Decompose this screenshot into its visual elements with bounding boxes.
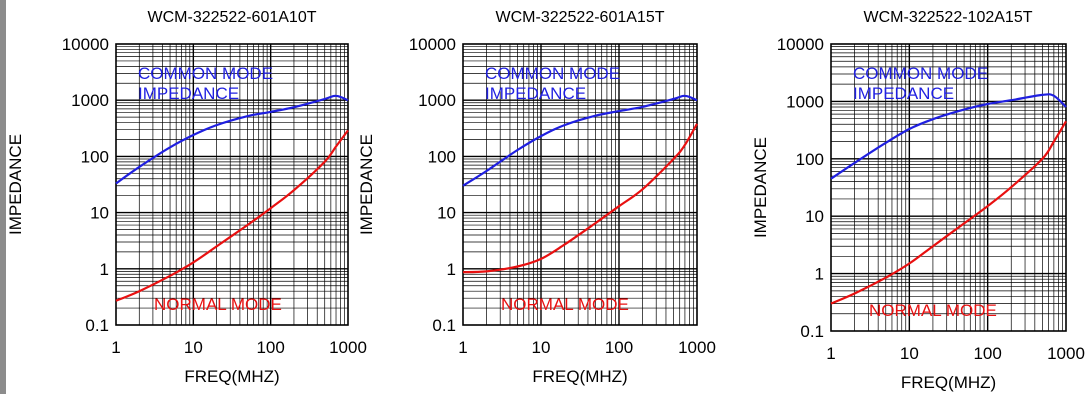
x-tick-label: 1 bbox=[458, 338, 467, 357]
x-tick-label: 10 bbox=[900, 344, 919, 363]
plot-frame bbox=[115, 43, 349, 326]
chart-title: WCM-322522-601A15T bbox=[496, 9, 665, 26]
plot-frame bbox=[830, 43, 1067, 332]
y-tick-label: 10 bbox=[437, 204, 456, 223]
x-axis-label: FREQ(MHZ) bbox=[901, 373, 996, 392]
annotation-common-mode: COMMON MODE bbox=[485, 64, 620, 83]
y-tick-label: 1 bbox=[447, 260, 456, 279]
y-tick-label: 10 bbox=[90, 204, 109, 223]
y-tick-label: 0.1 bbox=[85, 316, 109, 335]
y-tick-label: 1 bbox=[100, 260, 109, 279]
y-tick-label: 10000 bbox=[62, 35, 109, 54]
x-tick-label: 100 bbox=[973, 344, 1001, 363]
annotation-normal-mode: NORMAL MODE bbox=[501, 295, 629, 314]
y-tick-label: 10000 bbox=[409, 35, 456, 54]
y-tick-label: 1 bbox=[815, 265, 824, 284]
series-normal-mode bbox=[462, 123, 698, 274]
y-tick-label: 0.1 bbox=[432, 316, 456, 335]
x-tick-label: 1000 bbox=[1047, 344, 1085, 363]
series-normal-mode bbox=[830, 120, 1067, 305]
annotation-impedance: IMPEDANCE bbox=[485, 84, 586, 103]
x-tick-label: 1 bbox=[826, 344, 835, 363]
series-normal-mode bbox=[115, 129, 349, 302]
y-tick-label: 10 bbox=[805, 207, 824, 226]
annotation-common-mode: COMMON MODE bbox=[853, 64, 988, 83]
y-tick-label: 0.1 bbox=[800, 322, 824, 341]
series-common-mode bbox=[462, 94, 698, 187]
frame-bar bbox=[0, 0, 6, 394]
x-tick-label: 1000 bbox=[329, 338, 367, 357]
y-tick-label: 100 bbox=[428, 147, 456, 166]
y-tick-label: 100 bbox=[81, 147, 109, 166]
annotation-normal-mode: NORMAL MODE bbox=[869, 301, 997, 320]
y-axis-label: IMPEDANCE bbox=[6, 134, 25, 235]
annotation-normal-mode: NORMAL MODE bbox=[154, 295, 282, 314]
x-tick-label: 1 bbox=[111, 338, 120, 357]
y-tick-label: 100 bbox=[796, 150, 824, 169]
annotation-common-mode: COMMON MODE bbox=[138, 64, 273, 83]
grid bbox=[463, 44, 697, 325]
series-common-mode bbox=[115, 94, 349, 185]
x-tick-label: 1000 bbox=[678, 338, 716, 357]
x-tick-label: 10 bbox=[184, 338, 203, 357]
grid bbox=[831, 44, 1066, 331]
annotation-impedance: IMPEDANCE bbox=[853, 84, 954, 103]
y-tick-label: 10000 bbox=[777, 35, 824, 54]
x-tick-label: 10 bbox=[532, 338, 551, 357]
y-axis-label: IMPEDANCE bbox=[751, 137, 770, 238]
series-common-mode bbox=[830, 93, 1067, 180]
y-axis-label: IMPEDANCE bbox=[357, 134, 376, 235]
y-tick-label: 1000 bbox=[418, 91, 456, 110]
x-axis-label: FREQ(MHZ) bbox=[184, 367, 279, 386]
y-tick-label: 1000 bbox=[786, 92, 824, 111]
x-axis-label: FREQ(MHZ) bbox=[532, 367, 627, 386]
chart-title: WCM-322522-102A15T bbox=[864, 9, 1033, 26]
x-tick-label: 100 bbox=[256, 338, 284, 357]
x-tick-label: 100 bbox=[605, 338, 633, 357]
y-tick-label: 1000 bbox=[71, 91, 109, 110]
annotation-impedance: IMPEDANCE bbox=[138, 84, 239, 103]
chart-title: WCM-322522-601A10T bbox=[148, 9, 317, 26]
